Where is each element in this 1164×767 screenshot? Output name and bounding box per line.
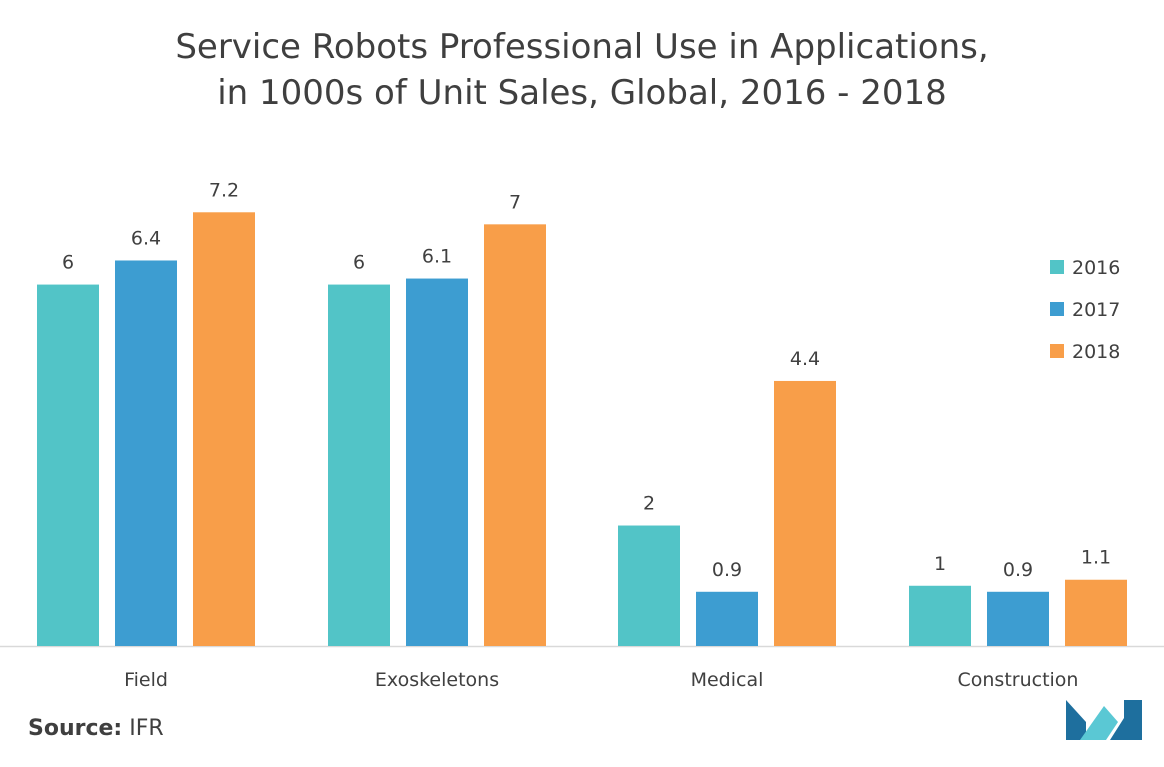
bar-construction-2018 — [1065, 579, 1127, 646]
bar-medical-2017 — [696, 591, 758, 646]
bar-exoskeletons-2018 — [484, 224, 546, 647]
data-label-construction-2017: 0.9 — [1003, 559, 1033, 581]
bar-medical-2016 — [618, 525, 680, 646]
category-label-medical: Medical — [691, 669, 764, 691]
bars-layer — [37, 212, 1127, 647]
bar-exoskeletons-2017 — [406, 278, 468, 646]
data-label-exoskeletons-2018: 7 — [509, 191, 521, 213]
data-labels-layer: 6 6.4 7.2 6 6.1 7 2 0.9 4.4 1 0.9 1.1 — [62, 179, 1111, 581]
bar-field-2016 — [37, 284, 99, 646]
chart-title-line-1: Service Robots Professional Use in Appli… — [175, 27, 988, 67]
category-label-exoskeletons: Exoskeletons — [375, 669, 499, 691]
data-label-field-2017: 6.4 — [131, 227, 161, 249]
bar-construction-2016 — [909, 585, 971, 646]
data-label-medical-2018: 4.4 — [790, 348, 820, 370]
data-label-exoskeletons-2016: 6 — [353, 252, 365, 274]
legend: 2016 2017 2018 — [1050, 257, 1120, 363]
logo-middle-shape — [1080, 706, 1118, 740]
bar-field-2018 — [193, 212, 255, 647]
data-label-medical-2016: 2 — [643, 493, 655, 515]
bar-construction-2017 — [987, 591, 1049, 646]
bar-field-2017 — [115, 260, 177, 646]
legend-label-2017: 2017 — [1072, 299, 1120, 321]
bar-exoskeletons-2016 — [328, 284, 390, 646]
legend-label-2018: 2018 — [1072, 341, 1120, 363]
data-label-construction-2016: 1 — [934, 553, 946, 575]
source-value: IFR — [129, 716, 164, 741]
category-label-construction: Construction — [958, 669, 1079, 691]
logo-right-shape — [1110, 700, 1142, 740]
category-labels-layer: Field Exoskeletons Medical Construction — [124, 669, 1078, 691]
category-label-field: Field — [124, 669, 168, 691]
legend-label-2016: 2016 — [1072, 257, 1120, 279]
legend-swatch-2018 — [1050, 344, 1064, 358]
data-label-medical-2017: 0.9 — [712, 559, 742, 581]
legend-swatch-2017 — [1050, 302, 1064, 316]
legend-swatch-2016 — [1050, 260, 1064, 274]
data-label-field-2018: 7.2 — [209, 179, 239, 201]
data-label-field-2016: 6 — [62, 252, 74, 274]
data-label-exoskeletons-2017: 6.1 — [422, 246, 452, 268]
source-label: Source: — [28, 716, 123, 741]
logo-left-shape — [1066, 700, 1086, 740]
chart-title-line-2: in 1000s of Unit Sales, Global, 2016 - 2… — [217, 73, 947, 113]
brand-logo — [1066, 700, 1142, 740]
bar-medical-2018 — [774, 380, 836, 646]
data-label-construction-2018: 1.1 — [1081, 547, 1111, 569]
source-note: Source: IFR — [28, 716, 164, 741]
